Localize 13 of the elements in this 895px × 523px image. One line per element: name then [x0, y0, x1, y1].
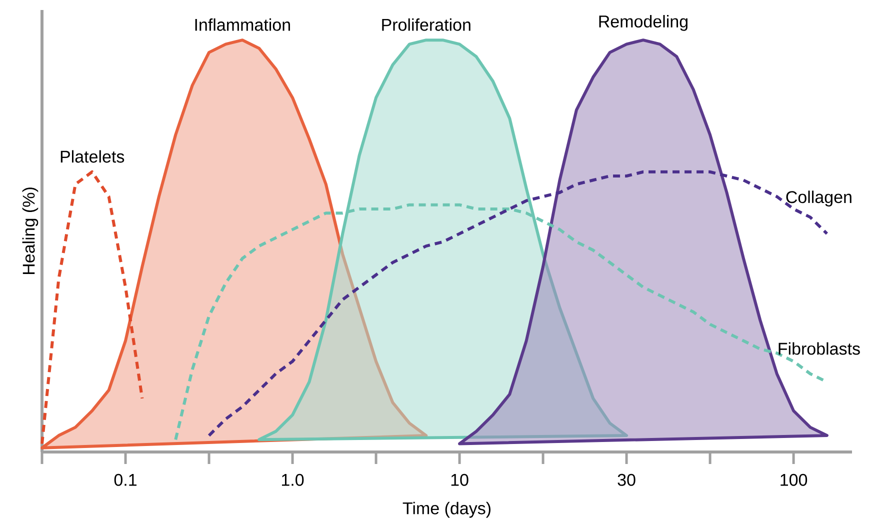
series-label: Platelets — [60, 150, 124, 163]
series-label: Collagen — [786, 190, 852, 206]
x-tick-label: 100 — [780, 474, 808, 486]
series-label: Remodeling — [599, 15, 688, 31]
series-label: Inflammation — [195, 18, 290, 31]
x-tick-label: 10 — [451, 474, 468, 486]
x-axis-title: Time (days) — [402, 502, 490, 518]
series-label: Fibroblasts — [778, 342, 860, 355]
x-tick-label: 0.1 — [114, 474, 136, 486]
series-label: Proliferation — [382, 18, 470, 31]
x-tick-label: 30 — [618, 474, 636, 486]
x-tick-label: 1.0 — [282, 474, 304, 486]
y-axis-title: Healing (%) — [22, 188, 38, 274]
